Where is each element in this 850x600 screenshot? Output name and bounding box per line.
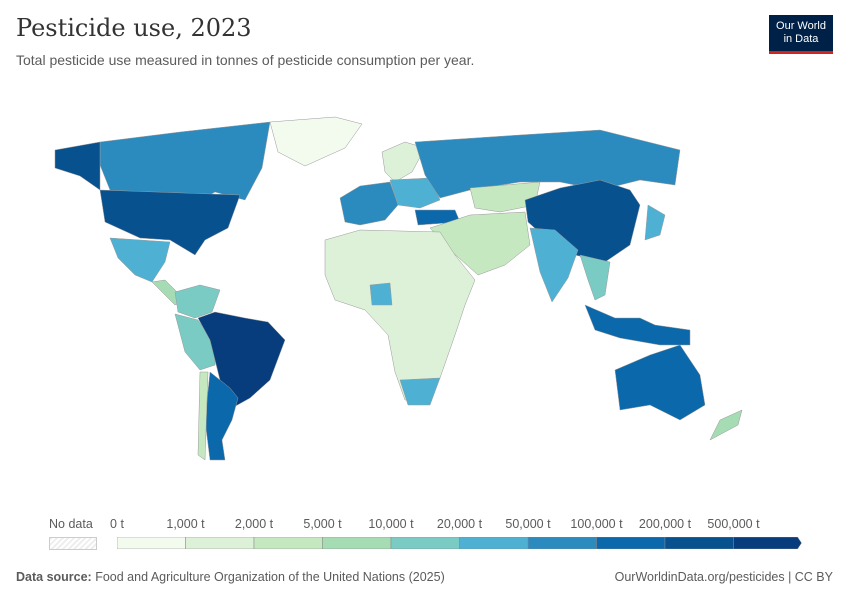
- country-kazakhstan[interactable]: [469, 181, 541, 213]
- country-mexico[interactable]: [109, 237, 171, 283]
- data-source: Data source: Food and Agriculture Organi…: [16, 570, 445, 584]
- country-argentina[interactable]: [204, 371, 239, 461]
- legend-tick: 500,000 t: [707, 517, 760, 531]
- country-brazil[interactable]: [197, 311, 286, 409]
- legend-bin: [459, 537, 529, 549]
- legend-bin: [117, 537, 186, 549]
- country-new-zealand[interactable]: [709, 409, 743, 441]
- country-africa[interactable]: [324, 229, 476, 401]
- legend-tick: 200,000 t: [638, 517, 692, 531]
- legend-tick: 5,000 t: [303, 517, 342, 531]
- country-australia[interactable]: [614, 344, 706, 421]
- legend-tick: 1,000 t: [166, 517, 205, 531]
- legend-bin: [527, 537, 597, 549]
- legend-tick: 10,000 t: [368, 517, 414, 531]
- country-nigeria[interactable]: [369, 282, 393, 306]
- country-greenland[interactable]: [269, 116, 363, 167]
- source-link[interactable]: OurWorldinData.org/pesticides | CC BY: [614, 570, 833, 584]
- country-eastern-europe[interactable]: [389, 177, 441, 209]
- legend-tick: 100,000 t: [570, 517, 623, 531]
- country-scandinavia[interactable]: [381, 141, 426, 183]
- legend-bin: [390, 537, 460, 549]
- source-text: Food and Agriculture Organization of the…: [95, 570, 445, 584]
- page-subtitle: Total pesticide use measured in tonnes o…: [16, 52, 475, 68]
- country-japan[interactable]: [644, 204, 666, 241]
- country-india[interactable]: [529, 227, 579, 303]
- source-label: Data source:: [16, 570, 92, 584]
- country-united-states[interactable]: [54, 141, 241, 256]
- legend-bin: [664, 537, 734, 549]
- country-south-africa[interactable]: [399, 377, 441, 406]
- no-data-label: No data: [49, 517, 93, 531]
- logo-line2: in Data: [783, 33, 819, 45]
- legend-bin: [253, 537, 323, 549]
- country-canada[interactable]: [99, 121, 271, 201]
- country-peru-bolivia[interactable]: [174, 313, 216, 371]
- country-western-europe[interactable]: [339, 181, 399, 226]
- no-data-swatch: [49, 537, 97, 550]
- country-southeast-asia[interactable]: [579, 254, 611, 301]
- country-russia[interactable]: [414, 129, 681, 199]
- country-colombia-venezuela[interactable]: [174, 284, 221, 319]
- legend-tick: 20,000 t: [436, 517, 483, 531]
- world-map: [54, 116, 743, 461]
- legend-tick: 0 t: [110, 517, 124, 531]
- legend-bin: [596, 537, 666, 549]
- country-indonesia-malaysia[interactable]: [584, 304, 691, 346]
- legend-bin: [322, 537, 392, 549]
- legend-tick: 50,000 t: [505, 517, 551, 531]
- legend-color-bar: [117, 537, 802, 549]
- page-title: Pesticide use, 2023: [16, 14, 252, 42]
- legend-bin: [733, 537, 802, 549]
- legend-bin: [185, 537, 255, 549]
- logo-line1: Our World: [776, 20, 826, 32]
- owid-logo[interactable]: Our World in Data: [769, 15, 833, 54]
- country-chile[interactable]: [197, 371, 209, 461]
- legend-tick: 2,000 t: [234, 517, 274, 531]
